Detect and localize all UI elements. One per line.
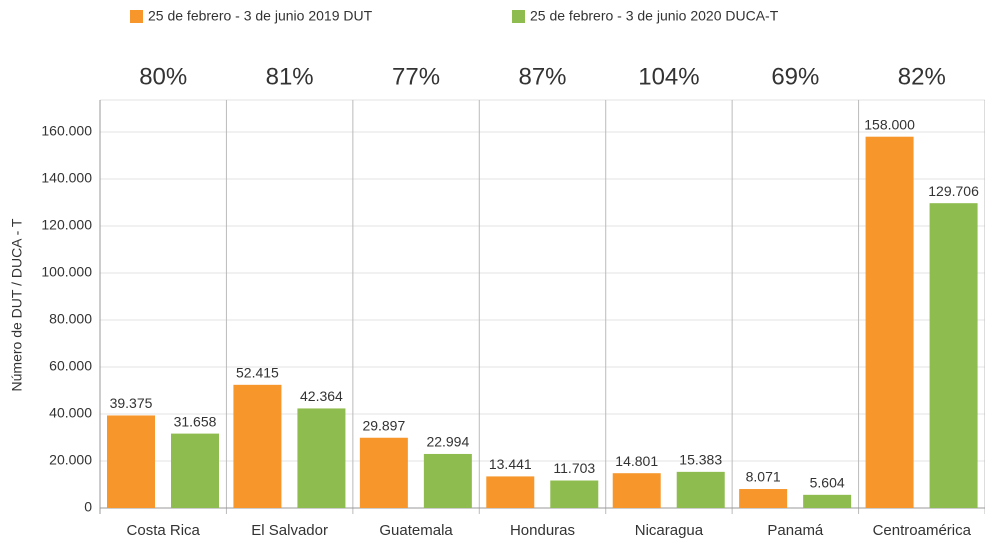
y-tick-label: 80.000 <box>49 311 92 327</box>
x-tick-label: Centroamérica <box>873 522 972 539</box>
bar <box>612 473 661 508</box>
y-axis-label: Número de DUT / DUCA - T <box>9 218 25 391</box>
y-tick-label: 40.000 <box>49 405 92 421</box>
ratio-annotation: 82% <box>898 63 946 90</box>
legend-swatch <box>130 10 143 23</box>
value-label: 158.000 <box>864 116 915 132</box>
ratio-annotation: 81% <box>266 63 314 90</box>
legend-swatch <box>512 10 525 23</box>
value-label: 52.415 <box>236 365 279 381</box>
bar <box>233 384 282 508</box>
value-label: 129.706 <box>928 183 979 199</box>
y-tick-label: 140.000 <box>41 170 92 186</box>
bar <box>359 437 408 508</box>
x-tick-label: Costa Rica <box>127 522 201 539</box>
bar <box>297 408 346 508</box>
value-label: 14.801 <box>615 453 658 469</box>
y-tick-label: 0 <box>84 499 92 515</box>
y-tick-label: 160.000 <box>41 123 92 139</box>
x-tick-label: Panamá <box>767 522 824 539</box>
value-label: 39.375 <box>110 395 153 411</box>
x-tick-label: El Salvador <box>251 522 328 539</box>
value-label: 15.383 <box>679 452 722 468</box>
bar <box>803 494 852 508</box>
bar <box>550 480 599 508</box>
y-tick-label: 60.000 <box>49 358 92 374</box>
bar <box>486 476 535 508</box>
bar <box>107 415 155 508</box>
bar <box>929 203 978 508</box>
value-label: 31.658 <box>174 413 217 429</box>
value-label: 22.994 <box>426 434 469 450</box>
ratio-annotation: 69% <box>771 63 819 90</box>
x-tick-label: Honduras <box>510 522 575 539</box>
legend-label: 25 de febrero - 3 de junio 2019 DUT <box>148 8 373 24</box>
bar <box>676 471 725 508</box>
bar <box>171 433 219 508</box>
value-label: 5.604 <box>810 475 845 491</box>
bar <box>865 136 914 508</box>
value-label: 11.703 <box>553 460 595 476</box>
bar <box>739 489 788 508</box>
ratio-annotation: 104% <box>638 63 699 90</box>
value-label: 29.897 <box>362 417 405 433</box>
bar <box>423 453 472 508</box>
x-tick-label: Nicaragua <box>635 522 704 539</box>
legend-label: 25 de febrero - 3 de junio 2020 DUCA-T <box>530 8 779 24</box>
value-label: 8.071 <box>746 469 781 485</box>
ratio-annotation: 87% <box>518 63 566 90</box>
y-tick-label: 20.000 <box>49 452 92 468</box>
x-tick-label: Guatemala <box>379 522 453 539</box>
value-label: 13.441 <box>489 456 532 472</box>
value-label: 42.364 <box>300 388 343 404</box>
y-tick-label: 120.000 <box>41 217 92 233</box>
ratio-annotation: 77% <box>392 63 440 90</box>
y-tick-label: 100.000 <box>41 264 92 280</box>
ratio-annotation: 80% <box>139 63 187 90</box>
